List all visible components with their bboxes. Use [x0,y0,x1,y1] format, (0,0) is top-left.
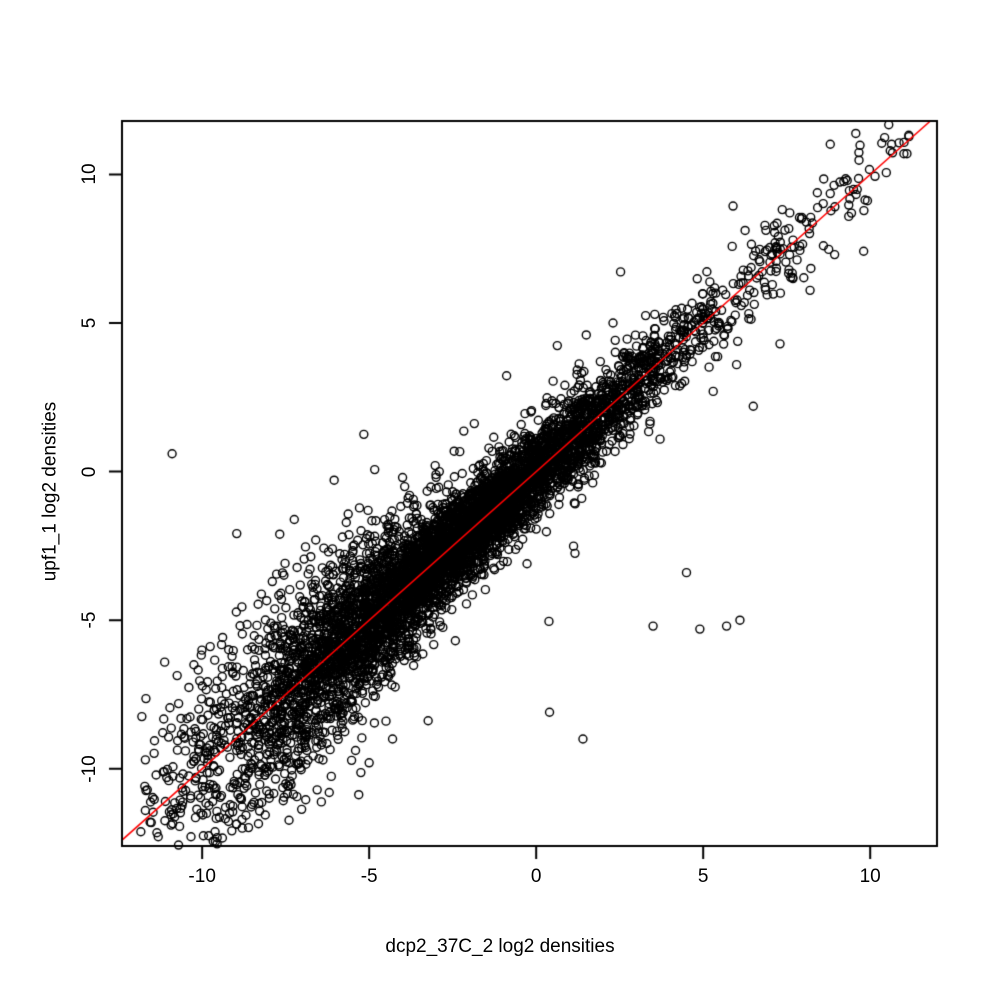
x-tick-label: 5 [697,866,709,887]
x-tick-label: 0 [530,866,542,887]
y-tick-label: -10 [79,755,100,783]
x-tick-label: -5 [360,866,378,887]
x-tick-label: 10 [859,866,881,887]
y-tick-label: 0 [79,466,100,477]
y-tick-label: 5 [79,317,100,329]
y-axis-label: upf1_1 log2 densities [39,401,61,582]
x-axis-label: dcp2_37C_2 log2 densities [385,936,615,957]
y-tick-label: -5 [79,611,100,629]
x-tick-label: -10 [188,866,216,887]
y-tick-label: 10 [79,163,100,186]
